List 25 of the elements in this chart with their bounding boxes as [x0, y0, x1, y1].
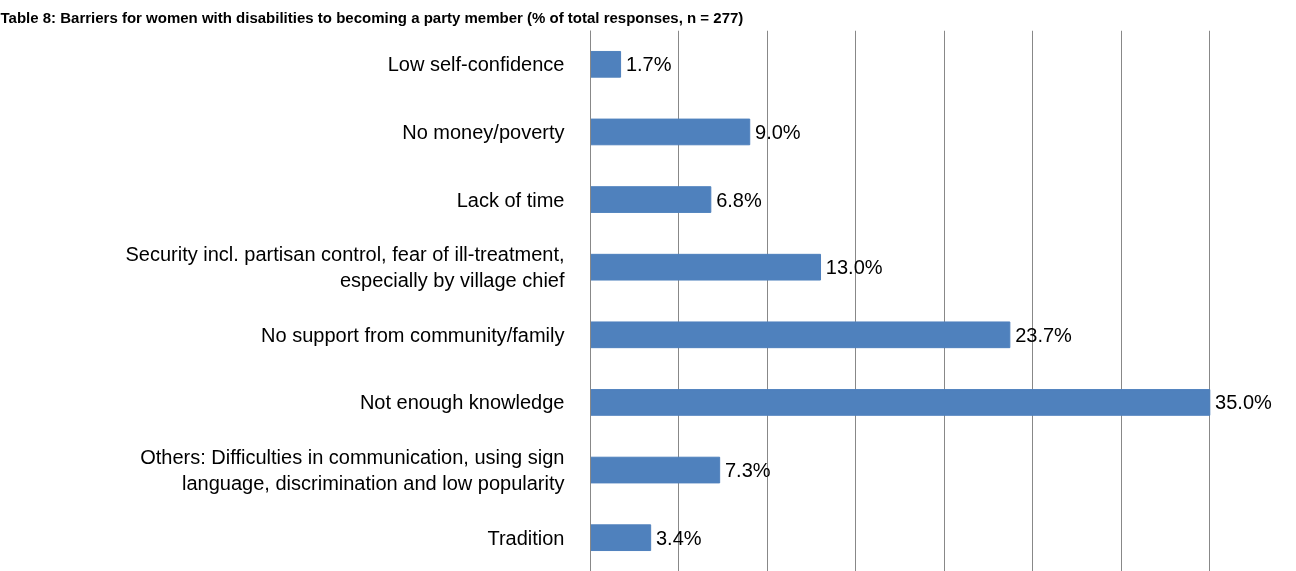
- bar: [590, 50, 622, 78]
- y-tick-label: No money/poverty: [402, 120, 565, 143]
- y-tick-label: Others: Difficulties in communication, using sign language, discrimination and low popularity: [140, 445, 565, 495]
- y-tick-label: Tradition: [487, 526, 565, 549]
- bar: [590, 253, 822, 281]
- y-tick-label: Security incl. partisan control, fear of ill-treatment, especially by village chief: [125, 242, 565, 292]
- bar: [590, 524, 652, 552]
- y-tick-label: Not enough knowledge: [359, 391, 565, 414]
- data-label: 35.0%: [1215, 391, 1273, 414]
- bar: [590, 389, 1211, 416]
- y-tick-label: Lack of time: [456, 188, 565, 211]
- text: Table 8: Barriers for women with disabilities to becoming a party member (% of total responses, n = 277): [0, 8, 744, 26]
- data-label: 9.0%: [755, 120, 801, 143]
- y-tick-label: No support from community/family: [261, 323, 565, 346]
- bar: [590, 186, 712, 213]
- y-tick-label: Low self-confidence: [387, 53, 565, 76]
- bar: [590, 118, 751, 146]
- bar: [590, 456, 721, 484]
- data-label: 3.4%: [655, 526, 702, 549]
- bar: [590, 321, 1011, 349]
- data-label: 23.7%: [1015, 323, 1073, 346]
- data-label: 13.0%: [825, 256, 883, 279]
- data-label: 1.7%: [625, 53, 672, 76]
- data-label: 7.3%: [724, 459, 771, 482]
- data-label: 6.8%: [716, 188, 762, 211]
